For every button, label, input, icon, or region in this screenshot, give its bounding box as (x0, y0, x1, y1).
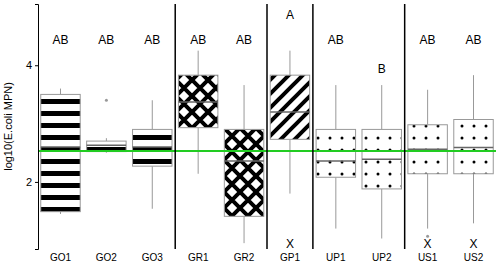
x-tick: GP1 (280, 249, 300, 263)
box-body (224, 129, 263, 216)
y-tick: 4 (26, 59, 38, 71)
median (133, 146, 172, 148)
group-letter: AB (236, 33, 252, 47)
x-tick-label: GO2 (96, 252, 118, 263)
group-letter: AB (98, 33, 114, 47)
y-tick-mark (35, 65, 38, 66)
group-separator (404, 4, 406, 249)
median (41, 146, 80, 148)
x-tick-label: GR2 (234, 252, 255, 263)
box (362, 85, 401, 238)
box-body (133, 129, 172, 166)
x-tick: GR1 (188, 249, 209, 263)
box-body (362, 129, 401, 189)
y-tick: 2 (26, 176, 38, 188)
lower-whisker (427, 174, 428, 229)
x-tick-label: US1 (418, 252, 438, 263)
group-separator (312, 4, 314, 249)
box-body (41, 94, 80, 211)
upper-whisker (427, 90, 428, 125)
upper-whisker (335, 85, 336, 129)
median (362, 158, 401, 160)
y-axis-line (35, 5, 39, 250)
x-tick-label: GR1 (188, 252, 209, 263)
x-tick-label: UP1 (326, 252, 346, 263)
box (316, 85, 355, 229)
box-body (408, 125, 447, 174)
median (408, 149, 447, 151)
group-letter: AB (466, 33, 482, 47)
box-body (270, 75, 309, 139)
x-tick: UP2 (372, 249, 392, 263)
median (224, 160, 263, 162)
chart: 24GO1GO2GO3GR1GR2GP1UP1UP2US1US2log10(E.… (0, 0, 500, 271)
group-letter: A (286, 8, 294, 22)
upper-whisker (244, 85, 245, 129)
box (270, 51, 309, 194)
x-tick-label: GO1 (50, 252, 72, 263)
y-tick-label: 2 (26, 176, 32, 188)
group-letter: AB (190, 33, 206, 47)
x-tick: GO3 (142, 249, 164, 263)
x-tick-label: GO3 (142, 252, 164, 263)
group-letter: AB (52, 33, 68, 47)
chart-container: 24GO1GO2GO3GR1GR2GP1UP1UP2US1US2log10(E.… (0, 0, 500, 271)
box-body (454, 120, 493, 174)
x-tick: GO1 (50, 249, 72, 263)
y-tick-label: 4 (26, 59, 32, 71)
group-letter: AB (144, 33, 160, 47)
upper-whisker (198, 51, 199, 75)
x-axis: GO1 GO2 GO3 GR1 GR2 GP1 UP1 UP2 US1 US2 (50, 249, 484, 263)
upper-whisker (152, 100, 153, 129)
lower-letter: X (286, 237, 294, 251)
median (316, 160, 355, 162)
box-body (316, 129, 355, 177)
box (408, 90, 447, 238)
box (454, 75, 493, 223)
x-tick: UP1 (326, 249, 346, 263)
box (178, 51, 217, 174)
median (87, 144, 126, 146)
x-tick: GO2 (96, 249, 118, 263)
group-separator (174, 4, 176, 249)
group-letter: AB (420, 33, 436, 47)
y-axis-title: log10(E.coli MPN) (2, 82, 14, 171)
group-letter: AB (328, 33, 344, 47)
x-tick: GR2 (234, 249, 255, 263)
upper-whisker (289, 51, 290, 75)
upper-whisker (60, 89, 61, 95)
y-axis: 24 (26, 5, 39, 250)
annotations: AB AB AB AB AB A AB B AB AB X X X (52, 8, 481, 251)
lower-whisker (152, 166, 153, 209)
lower-whisker (289, 139, 290, 193)
box (87, 99, 126, 153)
lower-whisker (381, 189, 382, 239)
x-tick: US2 (464, 249, 484, 263)
group-separator (266, 4, 268, 249)
x-tick-label: UP2 (372, 252, 392, 263)
lower-letter: X (424, 237, 432, 251)
x-tick-label: US2 (464, 252, 484, 263)
upper-whisker (473, 75, 474, 119)
x-tick: US1 (418, 249, 438, 263)
box-body (178, 75, 217, 128)
x-tick-label: GP1 (280, 252, 300, 263)
group-letter: B (378, 62, 386, 76)
lower-letter: X (470, 237, 478, 251)
lower-whisker (335, 177, 336, 228)
median (270, 111, 309, 113)
outlier (105, 99, 108, 102)
box (133, 100, 172, 209)
lower-whisker (244, 216, 245, 243)
median (454, 147, 493, 149)
lower-whisker (473, 174, 474, 224)
y-tick-mark (35, 182, 38, 183)
median (178, 101, 217, 103)
box (224, 85, 263, 243)
upper-whisker (381, 85, 382, 129)
